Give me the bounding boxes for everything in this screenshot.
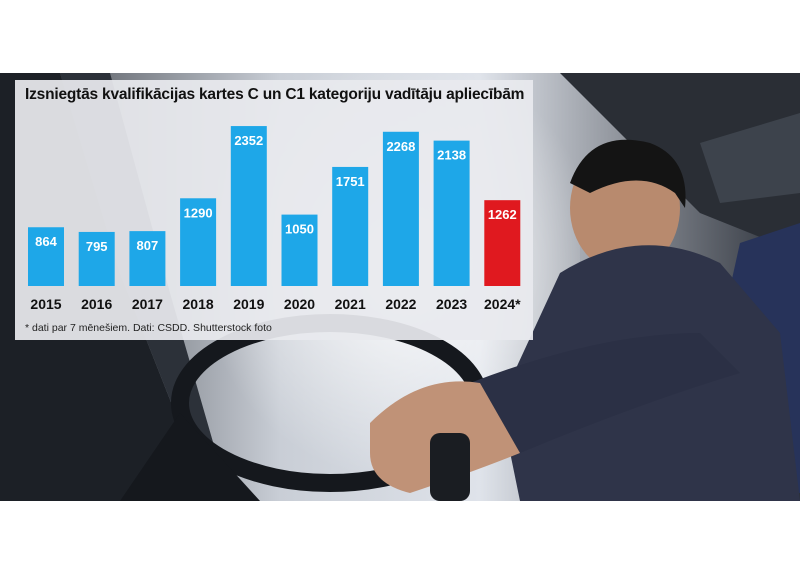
chart-footnote: * dati par 7 mēnešiem. Dati: CSDD. Shutt… xyxy=(25,322,272,334)
x-tick-label: 2018 xyxy=(183,296,214,312)
data-label: 2352 xyxy=(234,133,263,148)
data-label: 807 xyxy=(137,238,159,253)
x-tick-label: 2021 xyxy=(335,296,366,312)
data-label: 1751 xyxy=(336,174,365,189)
x-tick-label: 2020 xyxy=(284,296,315,312)
chart-title: Izsniegtās kvalifikācijas kartes C un C1… xyxy=(25,86,525,103)
x-tick-label: 2015 xyxy=(30,296,61,312)
data-label: 795 xyxy=(86,239,108,254)
x-tick-label: 2022 xyxy=(385,296,416,312)
x-tick-label: 2019 xyxy=(233,296,264,312)
data-label: 2138 xyxy=(437,148,466,163)
x-tick-label: 2017 xyxy=(132,296,163,312)
data-label: 864 xyxy=(35,234,57,249)
bar-2016 xyxy=(78,231,115,286)
x-tick-label: 2024* xyxy=(484,296,521,312)
bar-2020 xyxy=(281,214,318,286)
bar-2017 xyxy=(129,231,166,286)
bar-2023 xyxy=(433,140,470,286)
chart-panel: Izsniegtās kvalifikācijas kartes C un C1… xyxy=(15,80,533,340)
bar-2022 xyxy=(382,131,419,286)
bar-2019 xyxy=(230,126,267,286)
bar-2015 xyxy=(28,227,64,286)
x-tick-label: 2023 xyxy=(436,296,467,312)
data-label: 2268 xyxy=(386,139,415,154)
bar-2024 xyxy=(484,200,521,286)
bar-2021 xyxy=(332,166,369,286)
data-label: 1262 xyxy=(488,207,517,222)
bar-chart: 864 2015 795 2016 807 2017 1290 2018 2352 2019 105… xyxy=(28,126,521,312)
data-label: 1050 xyxy=(285,222,314,237)
bar-2018 xyxy=(180,198,217,286)
x-tick-label: 2016 xyxy=(81,296,112,312)
data-label: 1290 xyxy=(184,205,213,220)
